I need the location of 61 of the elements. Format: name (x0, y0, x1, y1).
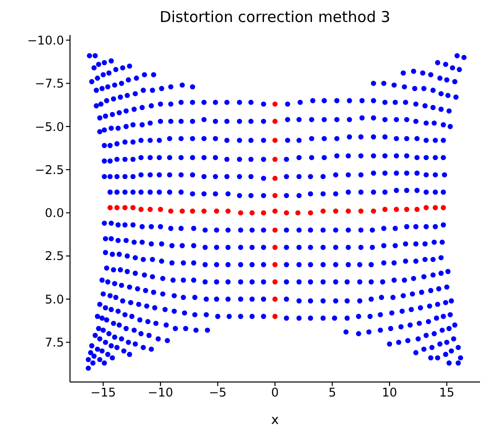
y-tick-label: −10.0 (27, 33, 64, 48)
point (272, 118, 278, 124)
x-axis-title: x (271, 413, 280, 428)
y-tick-label: −2.5 (34, 162, 64, 177)
point (130, 205, 136, 210)
point (440, 205, 446, 210)
x-tick-label: 0 (271, 386, 279, 400)
point (107, 205, 113, 210)
y-tick-label: 7.5 (44, 336, 64, 350)
point (333, 208, 338, 214)
chart-title: Distortion correction method 3 (158, 8, 392, 26)
point (272, 262, 278, 268)
point (404, 206, 410, 212)
x-tick-label: −10 (148, 386, 174, 400)
point (272, 192, 278, 198)
point (114, 205, 120, 210)
point (272, 176, 278, 181)
x-tick-label: −5 (208, 386, 227, 400)
y-tick-label: 2.5 (44, 249, 64, 264)
point (308, 210, 314, 216)
y-tick-label: 0.0 (44, 206, 64, 220)
point (238, 210, 244, 216)
point (260, 210, 266, 216)
x-tick-label: 15 (439, 386, 454, 400)
point (358, 208, 364, 214)
point (272, 156, 278, 162)
point (295, 210, 301, 216)
point (201, 208, 207, 214)
point (122, 205, 128, 210)
point (382, 206, 388, 212)
point (394, 206, 399, 212)
point (414, 206, 420, 212)
point (272, 208, 278, 214)
point (320, 208, 326, 214)
point (249, 210, 255, 216)
point (272, 101, 278, 107)
y-tick-label: 5.0 (44, 292, 64, 306)
point (272, 227, 278, 233)
point (346, 208, 351, 214)
point (424, 205, 429, 210)
point (190, 208, 196, 214)
point (180, 208, 185, 214)
point (225, 208, 231, 214)
point (158, 206, 164, 212)
point (272, 296, 278, 302)
point (168, 208, 174, 214)
x-tick-label: −15 (90, 386, 116, 400)
x-tick-label: 5 (328, 386, 336, 400)
point (148, 206, 153, 212)
point (432, 205, 438, 210)
point (214, 208, 220, 214)
point (272, 244, 278, 250)
y-tick-label: −5.0 (34, 120, 64, 134)
x-tick-label: 10 (382, 386, 398, 400)
point (272, 138, 278, 143)
point (138, 206, 144, 212)
point (272, 279, 278, 284)
point (370, 208, 376, 214)
point (284, 210, 290, 216)
point (272, 314, 278, 319)
y-tick-label: −7.5 (34, 76, 64, 91)
